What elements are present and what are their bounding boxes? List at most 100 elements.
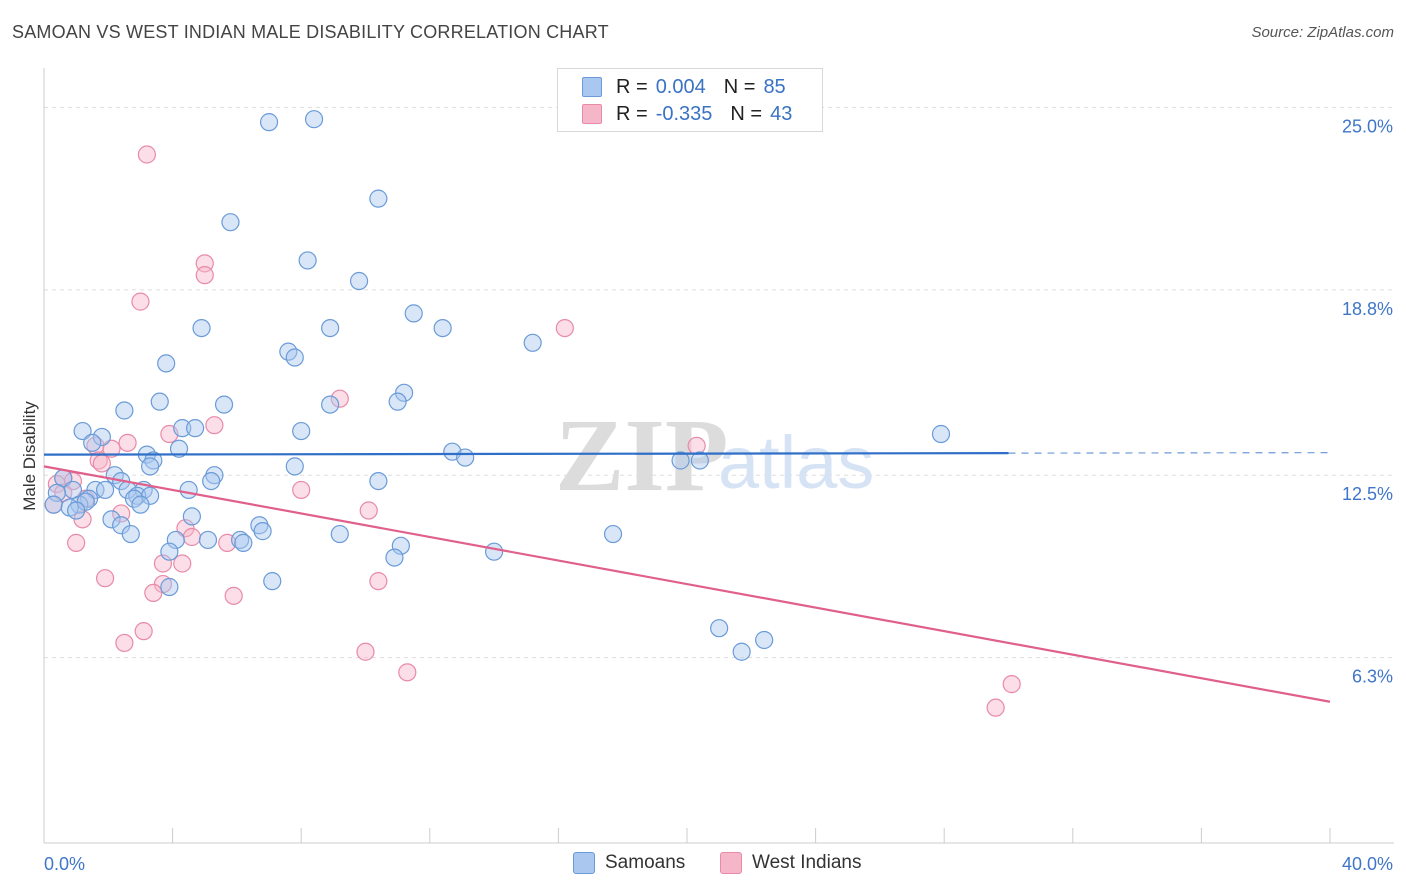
west-indians-r-label: R = bbox=[616, 102, 648, 125]
samoans-point bbox=[221, 213, 240, 232]
samoans-point bbox=[214, 395, 234, 414]
samoans-point bbox=[67, 501, 86, 520]
bottom-legend-west-indians: West Indians bbox=[720, 850, 861, 876]
samoans-point bbox=[179, 480, 198, 500]
samoans-point bbox=[182, 507, 201, 526]
samoans-point bbox=[369, 471, 388, 491]
samoans-point bbox=[73, 421, 92, 441]
west-indians-point bbox=[986, 698, 1005, 717]
samoans-point bbox=[285, 457, 304, 476]
samoans-point bbox=[931, 424, 951, 444]
samoans-point bbox=[79, 489, 99, 508]
west-indians-point bbox=[292, 480, 311, 500]
bottom-legend-samoans: Samoans bbox=[573, 850, 685, 876]
chart-title: SAMOAN VS WEST INDIAN MALE DISABILITY CO… bbox=[12, 22, 609, 42]
west-indians-trend-line bbox=[43, 465, 1331, 703]
samoans-point bbox=[285, 348, 304, 367]
gridlines bbox=[44, 106, 1394, 659]
samoans-point bbox=[198, 530, 218, 550]
y-tick-label: 6.3% bbox=[1352, 667, 1393, 687]
samoans-point bbox=[369, 189, 388, 208]
samoans-point bbox=[404, 304, 423, 323]
west-indians-point bbox=[555, 318, 574, 338]
samoans-trend-line bbox=[43, 452, 1009, 456]
samoans-point bbox=[186, 419, 205, 438]
source-credit: Source: ZipAtlas.com bbox=[1251, 24, 1394, 41]
west-indians-point bbox=[195, 266, 214, 285]
samoans-point bbox=[732, 642, 751, 661]
west-indians-legend-swatch-icon bbox=[720, 852, 742, 874]
west-indians-point bbox=[144, 583, 163, 603]
west-indians-point bbox=[137, 145, 156, 164]
samoans-point bbox=[47, 483, 66, 502]
samoans-point bbox=[385, 548, 404, 567]
samoans-point bbox=[485, 542, 504, 561]
trend-lines bbox=[43, 452, 1331, 703]
samoans-legend-swatch-icon bbox=[573, 852, 595, 874]
watermark-zip: ZIP bbox=[555, 398, 728, 513]
samoans-point bbox=[234, 533, 253, 552]
samoans-point bbox=[710, 619, 729, 638]
samoans-point bbox=[131, 495, 150, 514]
legend-row-samoans: R = 0.004 N = 85 bbox=[582, 75, 786, 99]
west-indians-point bbox=[205, 416, 224, 435]
west-indians-r-value: -0.335 bbox=[655, 102, 713, 125]
samoans-point bbox=[95, 480, 115, 500]
correlation-legend: R = 0.004 N = 85 R = -0.335 N = 43 bbox=[557, 68, 823, 132]
samoans-point bbox=[330, 524, 349, 544]
samoans-point bbox=[160, 577, 179, 597]
west-indians-point bbox=[687, 436, 706, 455]
west-indians-point bbox=[89, 451, 108, 470]
samoans-point bbox=[150, 392, 169, 411]
samoans-point bbox=[169, 439, 189, 458]
samoans-point bbox=[321, 318, 340, 338]
watermark: ZIP atlas bbox=[555, 398, 874, 513]
west-indians-point bbox=[118, 433, 137, 452]
west-indians-point bbox=[398, 663, 417, 682]
watermark-atlas: atlas bbox=[718, 421, 874, 504]
samoans-point bbox=[388, 392, 407, 411]
west-indians-point bbox=[356, 642, 375, 661]
west-indians-point bbox=[67, 533, 86, 552]
west-indians-swatch-icon bbox=[582, 104, 602, 124]
samoans-point bbox=[157, 354, 176, 373]
west-indians-point bbox=[330, 389, 349, 408]
samoans-point bbox=[202, 471, 221, 491]
samoans-point bbox=[298, 251, 317, 270]
samoans-point bbox=[259, 113, 279, 132]
samoans-legend-label: Samoans bbox=[605, 852, 686, 873]
y-tick-label: 18.8% bbox=[1342, 299, 1393, 319]
west-indians-point bbox=[102, 439, 121, 458]
samoans-n-value: 85 bbox=[763, 75, 786, 98]
west-indians-legend-label: West Indians bbox=[752, 852, 862, 873]
samoans-point bbox=[173, 419, 192, 438]
samoans-point bbox=[253, 522, 272, 541]
samoans-point bbox=[690, 451, 709, 470]
legend-row-west-indians: R = -0.335 N = 43 bbox=[582, 102, 792, 126]
samoans-point bbox=[83, 433, 102, 452]
west-indians-point bbox=[224, 586, 243, 605]
west-indians-point bbox=[153, 554, 173, 573]
y-axis-label: Male Disability bbox=[20, 401, 39, 511]
samoans-point bbox=[523, 333, 542, 352]
samoans-r-value: 0.004 bbox=[655, 75, 706, 98]
samoans-points bbox=[44, 110, 951, 661]
west-indians-point bbox=[134, 622, 153, 641]
samoans-point bbox=[603, 524, 623, 544]
y-tick-label: 25.0% bbox=[1342, 116, 1393, 136]
west-indians-n-label: N = bbox=[730, 102, 763, 125]
samoans-point bbox=[121, 524, 140, 544]
west-indians-point bbox=[359, 501, 378, 520]
samoans-point bbox=[292, 421, 311, 441]
west-indians-point bbox=[131, 292, 150, 311]
samoans-point bbox=[115, 401, 134, 420]
west-indians-point bbox=[173, 554, 192, 573]
x-tick-label: 40.0% bbox=[1342, 854, 1393, 874]
samoans-point bbox=[456, 448, 475, 467]
samoans-point bbox=[321, 395, 340, 414]
west-indians-point bbox=[115, 633, 134, 653]
samoans-point bbox=[166, 530, 185, 550]
west-indians-point bbox=[1002, 675, 1021, 694]
samoans-point bbox=[192, 318, 211, 338]
